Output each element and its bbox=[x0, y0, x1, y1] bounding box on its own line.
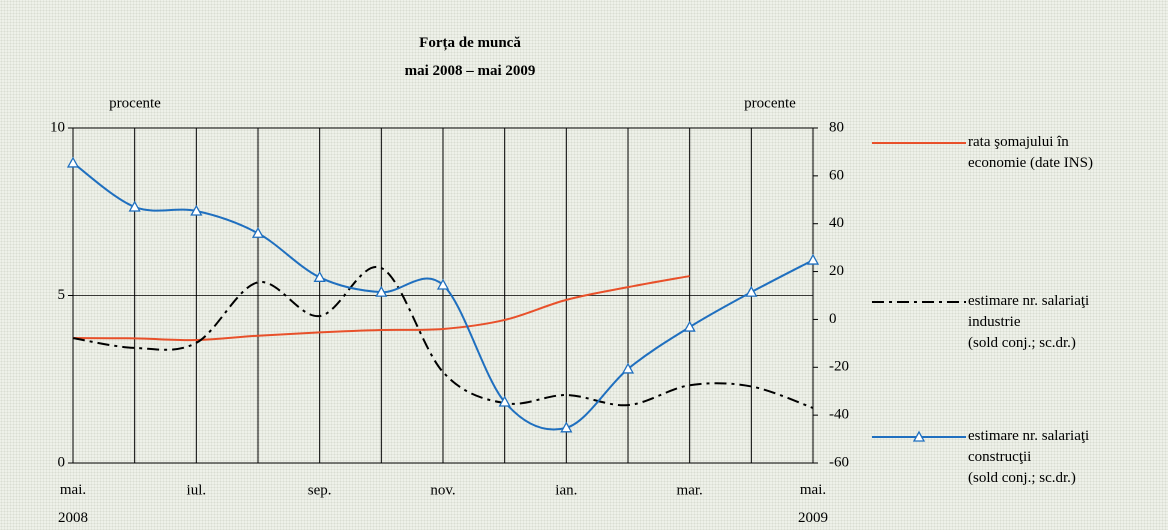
legend-label: estimare nr. salariaţi industrie (sold c… bbox=[968, 293, 1090, 351]
y2-tick-label: -20 bbox=[829, 359, 849, 375]
series-line bbox=[72, 275, 690, 342]
x-tick-label: mar. bbox=[677, 482, 703, 498]
marker bbox=[313, 270, 326, 282]
y-axis-label: procente bbox=[109, 95, 161, 111]
y-tick-label: 5 bbox=[58, 287, 66, 303]
marker bbox=[190, 204, 203, 216]
marker bbox=[436, 278, 450, 290]
marker bbox=[683, 320, 696, 332]
x-tick-label: ian. bbox=[555, 482, 577, 498]
marker bbox=[251, 226, 265, 238]
x-tick-label: sep. bbox=[308, 482, 332, 498]
y2-tick-label: 80 bbox=[829, 119, 844, 135]
legend-marker bbox=[912, 430, 926, 442]
y2-tick-label: 40 bbox=[829, 215, 844, 231]
x-tick-label: mai. 2009 bbox=[798, 482, 828, 526]
series-line bbox=[72, 265, 814, 409]
marker bbox=[128, 200, 141, 212]
chart-title: Forța de muncă mai 2008 – mai 2009 bbox=[405, 35, 536, 79]
y-tick-label: 10 bbox=[50, 119, 65, 135]
y2-tick-label: 20 bbox=[829, 263, 844, 279]
marker bbox=[621, 362, 635, 374]
marker bbox=[560, 421, 573, 433]
y2-tick-label: 60 bbox=[829, 167, 844, 183]
y2-tick-label: -60 bbox=[829, 454, 849, 470]
marker bbox=[375, 285, 388, 297]
x-tick-label: iul. bbox=[187, 482, 207, 498]
legend-label: estimare nr. salariaţi construcţii (sold… bbox=[968, 428, 1090, 486]
marker bbox=[66, 156, 80, 168]
y2-axis-label: procente bbox=[744, 95, 796, 111]
marker bbox=[498, 395, 511, 407]
marker bbox=[745, 285, 758, 297]
legend-label: rata şomajului în economie (date INS) bbox=[968, 134, 1093, 171]
y2-tick-label: 0 bbox=[829, 311, 837, 327]
x-tick-label: mai. 2008 bbox=[58, 482, 88, 526]
y-tick-label: 0 bbox=[58, 454, 66, 470]
x-tick-label: nov. bbox=[430, 482, 455, 498]
marker bbox=[806, 253, 820, 265]
y2-tick-label: -40 bbox=[829, 407, 849, 423]
